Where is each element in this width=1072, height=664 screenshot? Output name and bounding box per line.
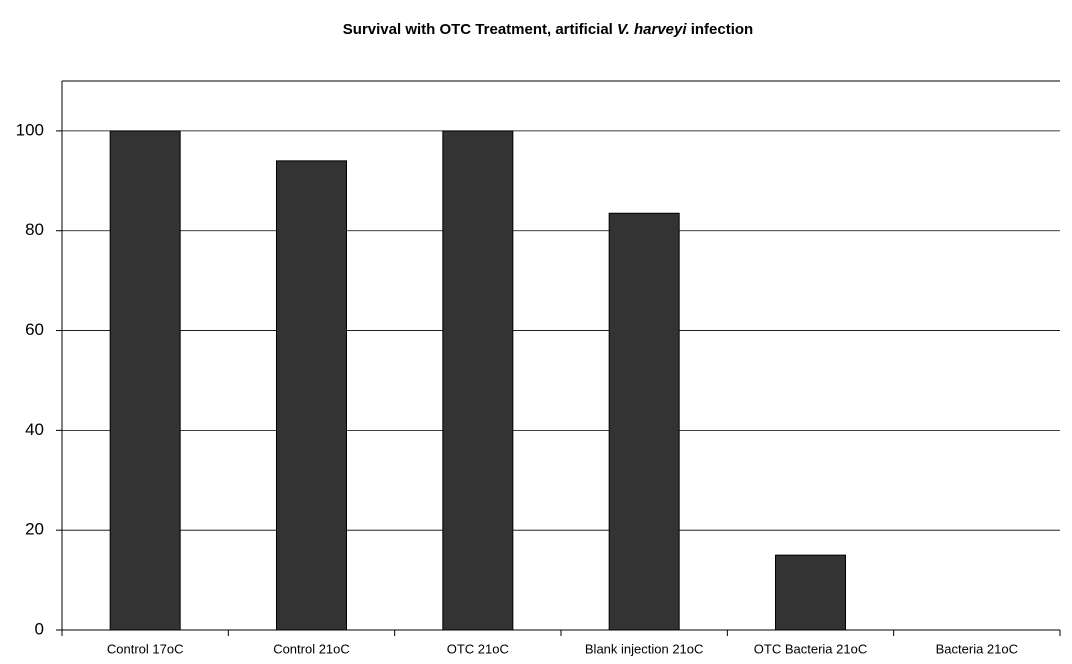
bar bbox=[775, 554, 846, 631]
x-tick-label: Control 21oC bbox=[273, 641, 350, 656]
bar bbox=[109, 130, 181, 631]
y-tick-label: 60 bbox=[25, 320, 44, 339]
x-tick-label: Blank injection 21oC bbox=[585, 641, 704, 656]
title-part: V. harveyi bbox=[617, 21, 687, 38]
y-tick-label: 20 bbox=[25, 520, 44, 539]
y-tick-label: 80 bbox=[25, 220, 44, 239]
x-tick-label: OTC Bacteria 21oC bbox=[754, 641, 867, 656]
title-part: infection bbox=[687, 21, 754, 38]
x-tick-label: Control 17oC bbox=[107, 641, 184, 656]
x-tick-label: OTC 21oC bbox=[447, 641, 509, 656]
chart-title: Survival with OTC Treatment, artificial … bbox=[343, 21, 753, 38]
bar bbox=[608, 212, 680, 631]
y-tick-label: 100 bbox=[16, 120, 44, 139]
title-part: Survival with OTC Treatment, artificial bbox=[343, 21, 617, 38]
y-tick-label: 40 bbox=[25, 420, 44, 439]
bar bbox=[442, 130, 514, 631]
y-tick-label: 0 bbox=[35, 619, 44, 638]
x-tick-label: Bacteria 21oC bbox=[936, 641, 1018, 656]
bar bbox=[276, 160, 347, 631]
